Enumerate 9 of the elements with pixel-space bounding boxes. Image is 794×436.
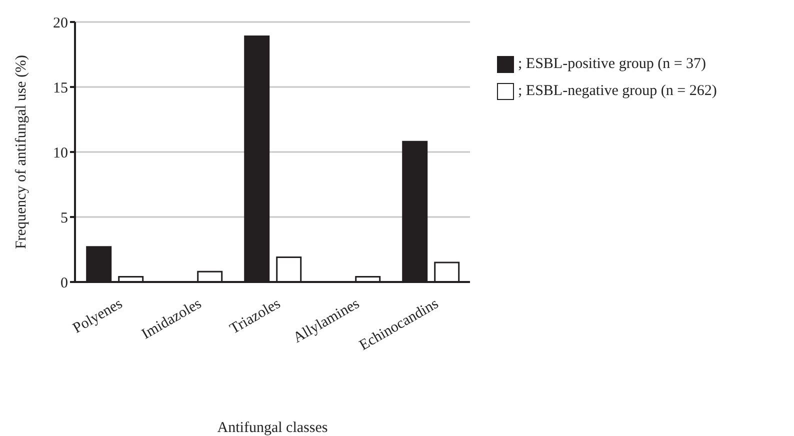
y-tick-label: 15 xyxy=(53,80,68,96)
y-tick-label: 5 xyxy=(60,210,68,226)
legend-label: ; ESBL-positive group (n = 37) xyxy=(518,56,706,73)
y-tick-label: 20 xyxy=(53,15,68,32)
x-axis-title: Antifungal classes xyxy=(217,420,328,436)
legend-label: ; ESBL-negative group (n = 262) xyxy=(518,83,717,100)
y-tick-label: 10 xyxy=(53,145,68,162)
y-tick-label: 0 xyxy=(60,275,68,292)
y-axis-title: Frequency of antifungal use (%) xyxy=(13,54,30,250)
